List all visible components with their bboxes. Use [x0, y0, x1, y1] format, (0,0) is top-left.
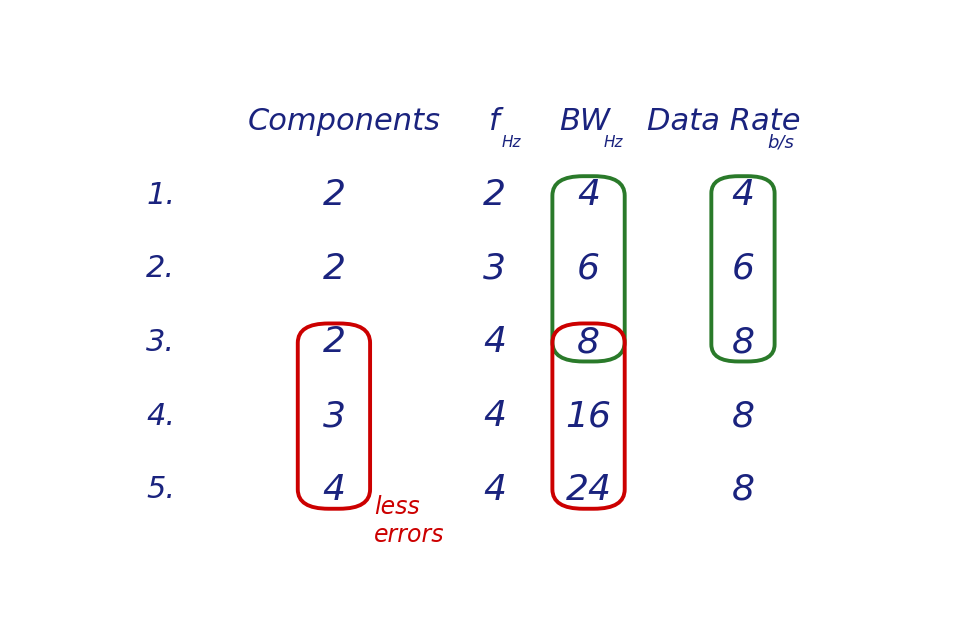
Text: 4: 4 — [732, 178, 754, 212]
Text: 8: 8 — [732, 473, 754, 507]
Text: Hz: Hz — [604, 135, 623, 151]
Text: 8: 8 — [577, 325, 600, 360]
Text: 24: 24 — [566, 473, 611, 507]
Text: Components: Components — [247, 107, 440, 136]
Text: 4: 4 — [483, 473, 505, 507]
Text: 4: 4 — [323, 473, 345, 507]
Text: 4.: 4. — [146, 402, 175, 431]
Text: b/s: b/s — [767, 134, 794, 152]
Text: BW: BW — [559, 107, 610, 136]
Text: 4: 4 — [483, 325, 505, 360]
Text: Hz: Hz — [502, 135, 521, 151]
Text: 2: 2 — [323, 178, 345, 212]
Text: f: f — [489, 107, 500, 136]
Text: less
errors: less errors — [374, 495, 444, 547]
Text: 1.: 1. — [146, 181, 175, 210]
Text: 4: 4 — [577, 178, 600, 212]
Text: 8: 8 — [732, 325, 754, 360]
Text: 5.: 5. — [146, 475, 175, 504]
Text: 3: 3 — [323, 399, 345, 433]
Text: 6: 6 — [577, 252, 600, 286]
Text: 2: 2 — [323, 252, 345, 286]
Text: 2.: 2. — [146, 254, 175, 283]
Text: 8: 8 — [732, 399, 754, 433]
Text: 4: 4 — [483, 399, 505, 433]
Text: 6: 6 — [732, 252, 754, 286]
Text: 3: 3 — [483, 252, 505, 286]
Text: 3.: 3. — [146, 328, 175, 357]
Text: 2: 2 — [323, 325, 345, 360]
Text: 16: 16 — [566, 399, 611, 433]
Text: 2: 2 — [483, 178, 505, 212]
Text: Data Rate: Data Rate — [647, 107, 801, 136]
